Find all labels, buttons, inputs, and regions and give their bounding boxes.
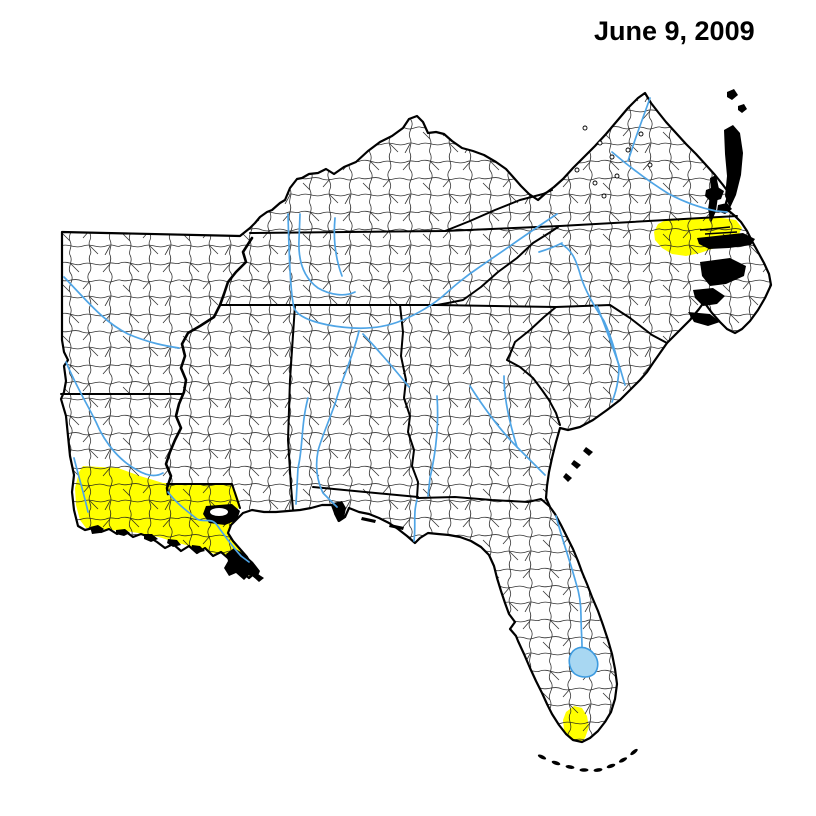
green-river	[333, 217, 343, 277]
lake-pontchartrain-water	[210, 508, 228, 516]
st-johns-kissimmee-river	[555, 515, 583, 648]
albemarle-sound	[697, 233, 755, 249]
florida-keys	[537, 748, 638, 772]
oconee-river	[503, 375, 518, 448]
james-river	[611, 151, 728, 213]
arkansas-river	[63, 276, 180, 349]
pee-dee-river	[538, 242, 620, 403]
pamlico-sound	[700, 258, 746, 286]
lower-mississippi-river	[167, 491, 250, 563]
lake-okeechobee	[568, 646, 599, 678]
shenandoah-river	[627, 97, 651, 162]
cumberland-river	[298, 213, 356, 296]
alabama-river	[315, 330, 360, 508]
map-date-title: June 9, 2009	[594, 16, 755, 46]
red-river	[65, 361, 164, 477]
flint-river	[427, 395, 439, 497]
coastal-water-features	[90, 89, 755, 582]
rivers	[63, 97, 728, 648]
santee-river	[596, 305, 626, 386]
sabine-river	[73, 457, 89, 513]
chesapeake-delmarva	[724, 125, 743, 208]
mississippi-river-border	[164, 236, 254, 496]
tennessee-river	[287, 213, 558, 330]
pascagoula-river	[295, 397, 309, 505]
virginia-city-dots	[574, 125, 653, 199]
apalachicola-river	[413, 499, 418, 542]
coosa-river	[362, 333, 410, 388]
